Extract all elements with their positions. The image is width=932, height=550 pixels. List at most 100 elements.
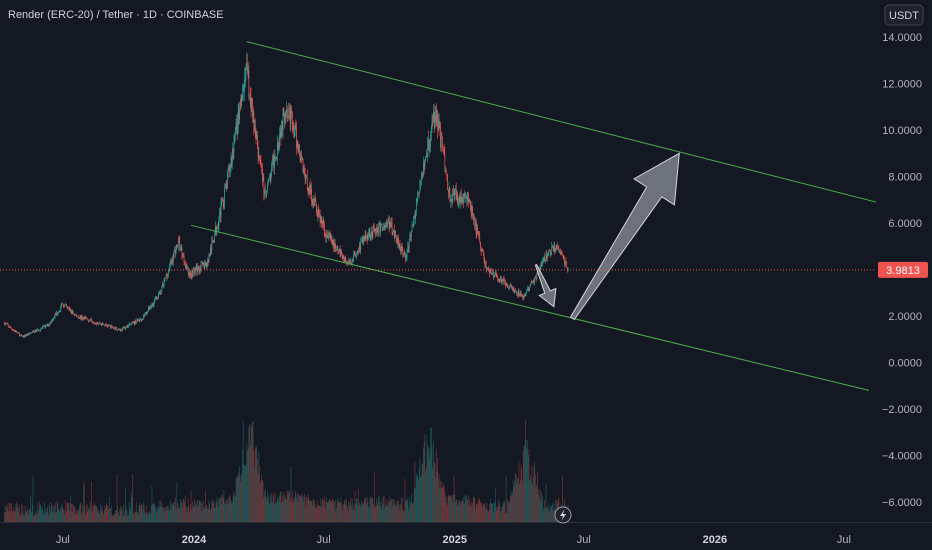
candle-body — [514, 290, 516, 292]
candle-body — [465, 198, 466, 199]
volume-bar — [120, 509, 122, 522]
arrow-up-shape[interactable] — [569, 152, 680, 321]
candle-body — [350, 259, 352, 263]
candle-body — [448, 189, 449, 193]
volume-bar — [445, 496, 446, 522]
volume-bar — [133, 512, 134, 522]
candle-body — [51, 320, 52, 322]
candle-body — [435, 105, 436, 122]
volume-bar — [267, 491, 268, 522]
volume-bar — [294, 497, 295, 522]
channel-upper-line[interactable] — [246, 41, 877, 203]
volume-bar — [195, 503, 196, 522]
volume-bar — [316, 508, 317, 522]
volume-bar — [445, 502, 447, 522]
candle-body — [81, 315, 83, 319]
arrow-down-shape[interactable] — [534, 263, 557, 308]
volume-bar — [166, 506, 168, 522]
candle-body — [243, 90, 245, 91]
candle-body — [250, 97, 252, 111]
candle-body — [218, 217, 220, 226]
volume-bar — [365, 498, 367, 522]
volume-bar — [105, 508, 106, 522]
candle-body — [359, 245, 361, 250]
candle-body — [5, 323, 7, 325]
volume-bar — [66, 503, 68, 522]
candle-body — [155, 298, 156, 300]
volume-bar — [470, 502, 472, 522]
volume-bar — [539, 498, 540, 522]
channel-lower-line[interactable] — [191, 224, 869, 391]
candle-body — [224, 188, 225, 204]
volume-bar — [160, 506, 162, 522]
volume-bar — [413, 501, 414, 522]
volume-bar — [295, 492, 297, 522]
price-axis-panel[interactable] — [876, 0, 932, 522]
candle-body — [302, 159, 304, 173]
candle-body — [296, 128, 297, 148]
volume-bar — [172, 503, 174, 522]
candle-body — [115, 327, 117, 330]
candle-body — [248, 69, 250, 97]
candle-body — [6, 323, 7, 325]
volume-bar — [234, 496, 236, 522]
volume-bar — [215, 503, 217, 522]
candle-body — [130, 324, 131, 326]
lightning-icon[interactable] — [554, 506, 572, 524]
candle-body — [421, 174, 423, 176]
candle-body — [445, 170, 447, 175]
candle-body — [430, 135, 431, 144]
candle-body — [165, 274, 167, 279]
candle-body — [387, 223, 389, 224]
volume-bar — [501, 506, 503, 522]
volume-bar — [318, 506, 320, 522]
volume-bar — [274, 504, 275, 522]
volume-bar — [245, 464, 247, 522]
time-axis[interactable]: Jul 2024 Jul 2025 Jul 2026 Jul — [56, 534, 851, 546]
candle-body — [534, 278, 535, 283]
candle-body — [411, 225, 413, 231]
volume-bar — [26, 510, 28, 522]
volume-bar — [235, 478, 237, 522]
candle-body — [50, 320, 52, 324]
volume-bar — [212, 498, 213, 522]
candle-body — [320, 217, 322, 223]
candle-body — [358, 250, 359, 253]
volume-bar — [473, 496, 475, 522]
candle-body — [429, 143, 431, 147]
volume-bar — [492, 511, 494, 522]
volume-bar — [116, 473, 118, 522]
volume-bar — [210, 509, 211, 522]
volume-bar — [281, 496, 283, 522]
candle-body — [297, 142, 299, 153]
volume-bar — [309, 501, 311, 522]
volume-bar — [298, 493, 300, 522]
candle-body — [66, 304, 67, 307]
candle-body — [488, 270, 490, 273]
volume-bar — [53, 506, 54, 522]
candle-body — [316, 204, 317, 213]
volume-bar — [217, 506, 219, 522]
volume-bar — [184, 502, 186, 522]
candle-body — [348, 260, 350, 263]
candle-body — [108, 325, 110, 327]
volume-bar — [21, 503, 22, 522]
candle-body — [493, 275, 495, 278]
volume-bar — [118, 512, 119, 522]
volume-bar — [492, 503, 493, 522]
volume-bar — [74, 507, 76, 522]
candle-body — [444, 154, 446, 172]
candle-body — [114, 327, 116, 330]
price-axis-label: 14.0000 — [882, 32, 922, 44]
volume-bar — [276, 502, 277, 522]
candle-body — [162, 283, 163, 287]
currency-button[interactable]: USDT — [884, 4, 924, 26]
symbol-title[interactable]: Render (ERC-20) / Tether · 1D · COINBASE — [8, 9, 224, 21]
volume-bar — [528, 449, 530, 522]
candle-body — [562, 254, 563, 256]
candle-body — [148, 307, 150, 310]
volume-bar — [425, 467, 427, 522]
candle-body — [513, 287, 515, 292]
